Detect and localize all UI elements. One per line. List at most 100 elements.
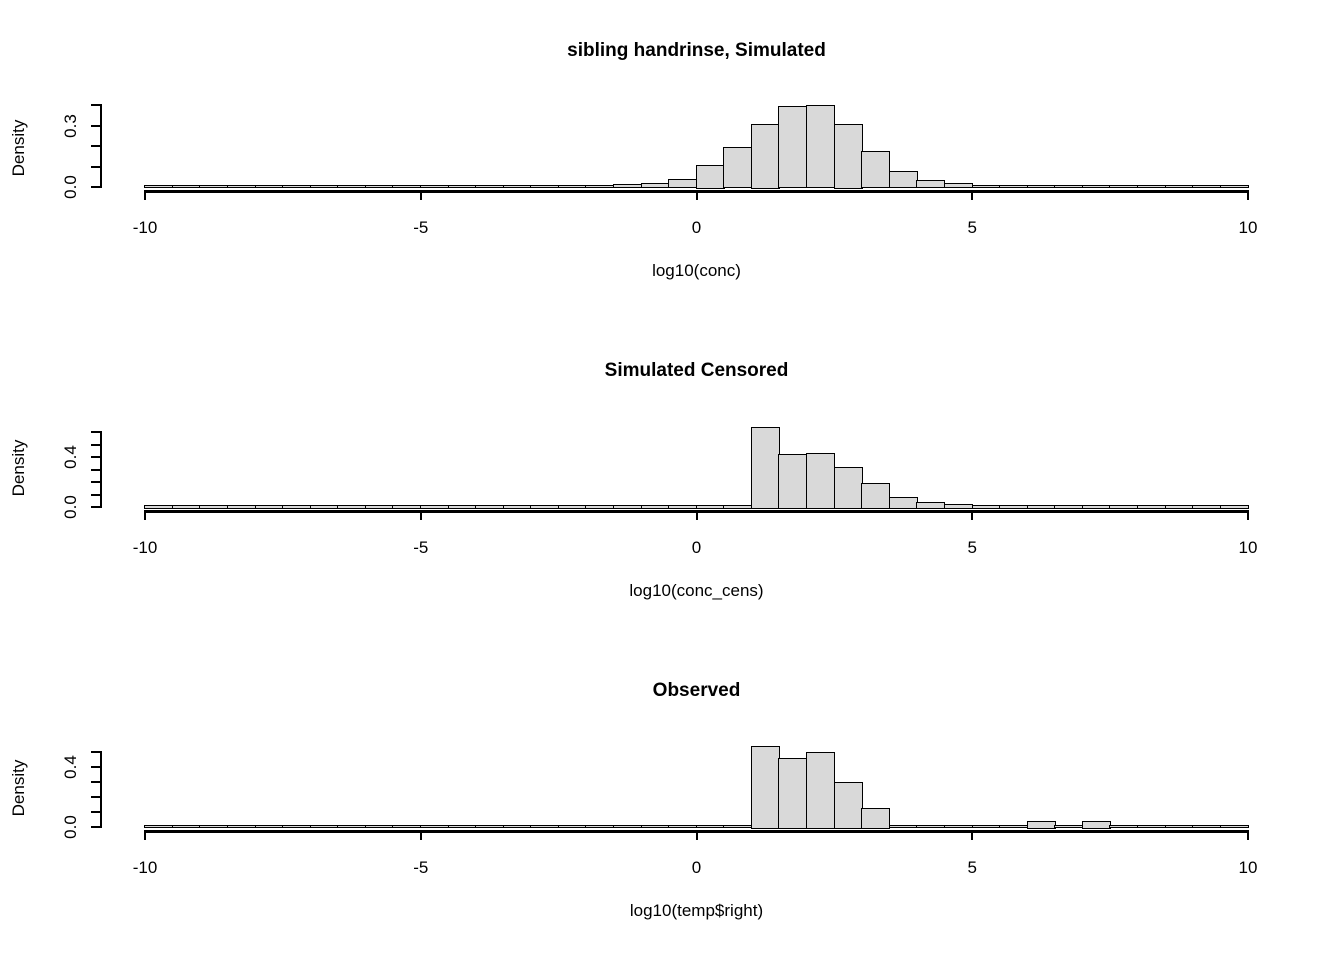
y-tick-label: 0.3 (61, 113, 80, 138)
histogram-bar (585, 184, 615, 189)
histogram-bar (943, 504, 973, 509)
x-tick-label: 5 (967, 218, 977, 237)
y-tick-label: 0.4 (61, 755, 80, 779)
histogram-bar (364, 184, 394, 189)
histogram-bar (1054, 825, 1084, 829)
x-tick-label: -5 (413, 218, 429, 237)
histogram-bar (861, 483, 891, 509)
y-tick (91, 468, 100, 471)
x-tick-label: -10 (132, 858, 158, 877)
histogram-bar (226, 184, 257, 189)
y-tick (91, 104, 100, 106)
x-tick (695, 512, 698, 520)
histogram-bar (447, 825, 477, 829)
histogram-bar (778, 454, 808, 509)
histogram-bar (943, 825, 973, 829)
x-tick-label: 5 (967, 538, 977, 557)
x-tick (1247, 192, 1249, 200)
chart-title: sibling handrinse, Simulated (567, 40, 826, 61)
x-tick (695, 832, 698, 840)
histogram-bar (585, 505, 615, 509)
histogram-bar (420, 505, 450, 509)
x-axis-title: log10(temp$right) (629, 901, 764, 920)
histogram-bar (806, 752, 836, 829)
histogram-bar (530, 505, 560, 509)
histogram-bar (1164, 505, 1194, 509)
histogram-bar (1054, 505, 1084, 509)
x-tick-label: -10 (132, 538, 158, 557)
histogram-bar (585, 825, 615, 829)
histogram-bar (695, 825, 725, 829)
y-tick-label: 0.0 (61, 495, 80, 519)
histogram-bar (640, 183, 670, 189)
histogram-bar (502, 825, 532, 829)
chart-title: Observed (652, 680, 741, 701)
histogram-panel-simulated-censored: Simulated Censored Density -10 -5 0 5 10 0.0 0… (0, 320, 1344, 640)
histogram-bar (613, 825, 643, 829)
histogram-bar (723, 146, 753, 189)
x-axis-line (144, 510, 1249, 513)
y-axis-line (99, 431, 102, 508)
histogram-bar (723, 505, 753, 509)
histogram-bar (1192, 184, 1222, 189)
histogram-bar (226, 825, 257, 829)
histogram-bar (833, 466, 863, 509)
y-tick (91, 826, 100, 828)
histogram-bar (282, 505, 312, 509)
x-tick-label: 0 (691, 858, 702, 877)
chart-title: Simulated Censored (604, 360, 789, 381)
histogram-bar (171, 505, 201, 509)
histogram-bar (1081, 505, 1111, 509)
histogram-bar (475, 505, 505, 509)
histogram-bar (1026, 184, 1056, 189)
y-tick (91, 443, 100, 446)
histogram-bar (199, 825, 229, 829)
y-tick (91, 766, 100, 768)
histogram-bar (254, 825, 284, 829)
histogram-bar (1054, 184, 1084, 189)
histogram-bar (695, 505, 725, 509)
histogram-bar (282, 184, 312, 189)
x-tick (144, 192, 146, 200)
y-tick (91, 431, 100, 433)
histogram-bar (1164, 184, 1194, 189)
x-axis-title: log10(conc_cens) (629, 581, 764, 600)
histogram-bar (750, 426, 780, 509)
y-tick-label: 0.0 (61, 815, 80, 839)
histogram-bar (392, 825, 422, 829)
histogram-bar (144, 184, 174, 189)
histogram-bar (833, 782, 863, 829)
histogram-bar (613, 184, 643, 189)
x-tick (144, 512, 146, 520)
histogram-bar (1136, 505, 1166, 509)
histogram-bar (668, 505, 698, 509)
histogram-bar (640, 825, 670, 829)
histogram-bar (144, 825, 174, 829)
histogram-bar (999, 184, 1029, 189)
histogram-bar (502, 184, 532, 189)
x-tick (971, 512, 974, 520)
x-tick (971, 192, 974, 200)
y-axis-line (99, 104, 102, 188)
histogram-bar (778, 758, 808, 829)
histogram-bar (337, 825, 367, 829)
histogram-bar (999, 505, 1029, 509)
histogram-bar (1219, 825, 1249, 829)
x-tick-label: -5 (413, 858, 429, 877)
histogram-bar (1219, 505, 1249, 509)
histogram-bar (475, 825, 505, 829)
histogram-panel-simulated: sibling handrinse, Simulated Density -10… (0, 0, 1344, 320)
histogram-bar (420, 184, 450, 189)
x-tick (1247, 512, 1249, 520)
y-tick (91, 165, 100, 168)
x-tick-label: 10 (1238, 538, 1258, 557)
histogram-bar (1026, 505, 1056, 509)
y-tick (91, 186, 100, 188)
histogram-bar (309, 184, 339, 189)
x-tick (419, 832, 422, 840)
y-axis-line (99, 751, 102, 828)
histogram-bar (530, 184, 560, 189)
histogram-bar (337, 184, 367, 189)
histogram-bar (392, 184, 422, 189)
x-tick (1247, 832, 1249, 840)
